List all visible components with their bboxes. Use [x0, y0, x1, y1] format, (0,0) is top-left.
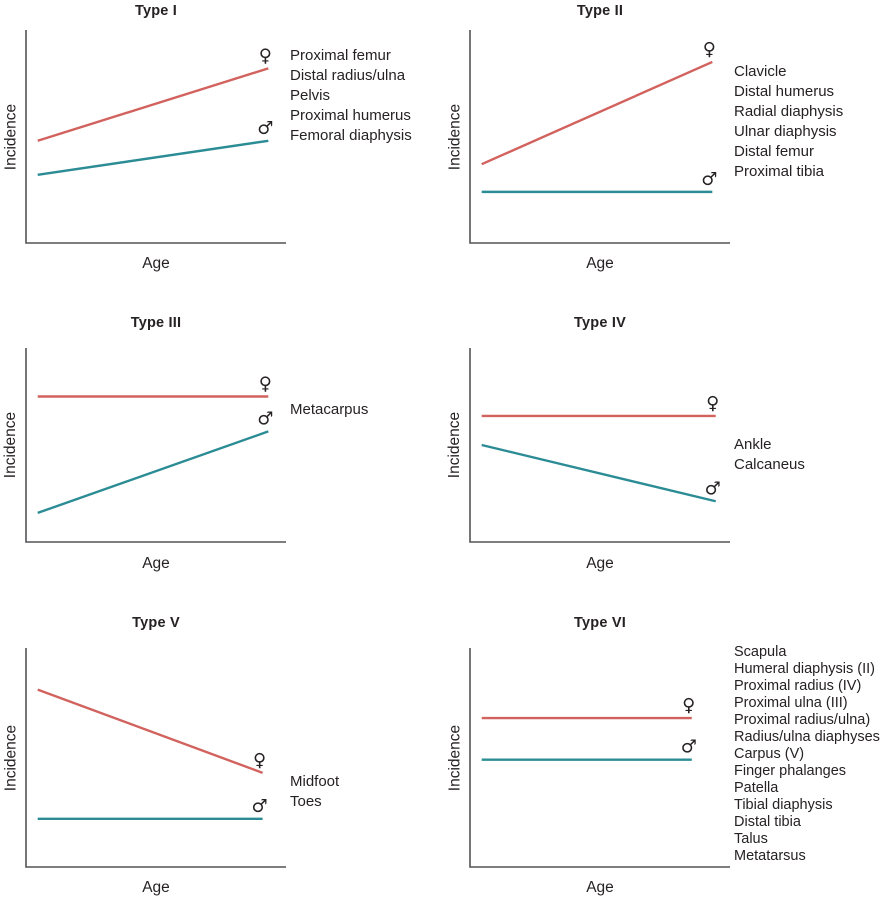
site-label: Toes	[290, 793, 322, 810]
x-axis-label: Age	[586, 555, 614, 572]
site-label-list: Ankle Calcaneus	[734, 435, 886, 475]
site-label: Distal tibia	[734, 814, 801, 830]
site-label: Distal femur	[734, 143, 815, 160]
male-line	[37, 139, 269, 177]
site-label: Midfoot	[290, 773, 340, 790]
female-symbol-icon: ♀	[259, 45, 272, 66]
plot-area: ♀ ♂	[25, 648, 286, 868]
panel-type-ii: Type II Incidence ♀ ♂ Age Clavicle Distal…	[444, 0, 888, 300]
axes	[469, 30, 730, 244]
site-label: Femoral diaphysis	[290, 127, 412, 144]
site-label: Carpus (V)	[734, 746, 805, 762]
site-label: Tibial diaphysis	[734, 797, 833, 813]
site-label-list: Metacarpus	[290, 400, 442, 420]
plot-area: ♀ ♂	[25, 348, 286, 543]
panel-title: Type IV	[574, 315, 626, 331]
male-symbol-icon: ♂	[257, 408, 273, 429]
site-label: Proximal radius/ulna)	[734, 712, 871, 728]
site-label: Proximal femur	[290, 47, 391, 64]
site-label: Clavicle	[734, 63, 787, 80]
panel-type-i: Type I Incidence ♀ ♂ Age Proximal femur D…	[0, 0, 444, 300]
site-label: Scapula	[734, 644, 787, 660]
male-symbol-icon: ♂	[257, 118, 273, 139]
x-axis-label: Age	[586, 255, 614, 272]
site-label: Proximal radius (IV)	[734, 678, 862, 694]
panel-type-iv: Type IV Incidence ♀ ♂ Age Ankle Calcaneus	[444, 300, 888, 600]
panel-type-iii: Type III Incidence ♀ ♂ Age Metacarpus	[0, 300, 444, 600]
site-label: Distal humerus	[734, 83, 835, 100]
male-line	[37, 430, 269, 515]
female-symbol-icon: ♀	[703, 39, 716, 60]
site-label: Finger phalanges	[734, 763, 847, 779]
site-label: Pelvis	[290, 87, 331, 104]
site-label: Radial diaphysis	[734, 103, 844, 120]
female-line	[37, 67, 269, 142]
site-label: Ankle	[734, 436, 772, 453]
site-label-list: Proximal femur Distal radius/ulna Pelvis Pr…	[290, 46, 442, 146]
panel-title: Type VI	[574, 615, 626, 631]
site-label: Proximal humerus	[290, 107, 411, 124]
axes	[25, 30, 286, 244]
site-label: Metacarpus	[290, 401, 369, 418]
site-label: Humeral diaphysis (II)	[734, 661, 876, 677]
male-symbol-icon: ♂	[681, 737, 697, 758]
axes	[469, 348, 730, 543]
panel-type-v: Type V Incidence ♀ ♂ Age Midfoot Toes	[0, 600, 444, 899]
panel-title: Type II	[576, 3, 624, 19]
site-label: Radius/ulna diaphyses	[734, 729, 880, 745]
panel-title: Type III	[130, 315, 182, 331]
female-line	[481, 60, 713, 166]
female-symbol-icon: ♀	[253, 750, 266, 771]
plot-area: ♀ ♂	[469, 30, 730, 244]
panel-title: Type I	[134, 3, 178, 19]
x-axis-label: Age	[586, 879, 614, 896]
site-label: Talus	[734, 831, 768, 847]
x-axis-label: Age	[142, 879, 170, 896]
site-label: Ulnar diaphysis	[734, 123, 837, 140]
male-line	[481, 443, 716, 503]
male-symbol-icon: ♂	[705, 478, 721, 499]
female-line	[37, 688, 264, 774]
female-symbol-icon: ♀	[682, 695, 695, 716]
site-label-list: Clavicle Distal humerus Radial diaphysis Ul…	[734, 62, 886, 182]
x-axis-label: Age	[142, 255, 170, 272]
x-axis-label: Age	[142, 555, 170, 572]
site-label-list: Scapula Humeral diaphysis (II) Proximal ra…	[734, 644, 886, 865]
site-label: Metatarsus	[734, 848, 806, 864]
site-label: Distal radius/ulna	[290, 67, 406, 84]
female-symbol-icon: ♀	[706, 393, 719, 414]
male-symbol-icon: ♂	[252, 796, 268, 817]
axes	[25, 348, 286, 543]
female-symbol-icon: ♀	[259, 374, 272, 395]
panel-title: Type V	[132, 615, 180, 631]
plot-area: ♀ ♂	[469, 348, 730, 543]
panel-type-vi: Type VI Incidence ♀ ♂ Age Scapula Humeral…	[444, 600, 888, 899]
male-symbol-icon: ♂	[701, 169, 717, 190]
plot-area: ♀ ♂	[25, 30, 286, 244]
site-label: Calcaneus	[734, 456, 805, 473]
site-label-list: Midfoot Toes	[290, 772, 442, 812]
site-label: Proximal tibia	[734, 163, 825, 180]
axes	[25, 648, 286, 868]
axes	[469, 648, 730, 868]
site-label: Proximal ulna (III)	[734, 695, 848, 711]
site-label: Patella	[734, 780, 779, 796]
plot-area: ♀ ♂	[469, 648, 730, 868]
